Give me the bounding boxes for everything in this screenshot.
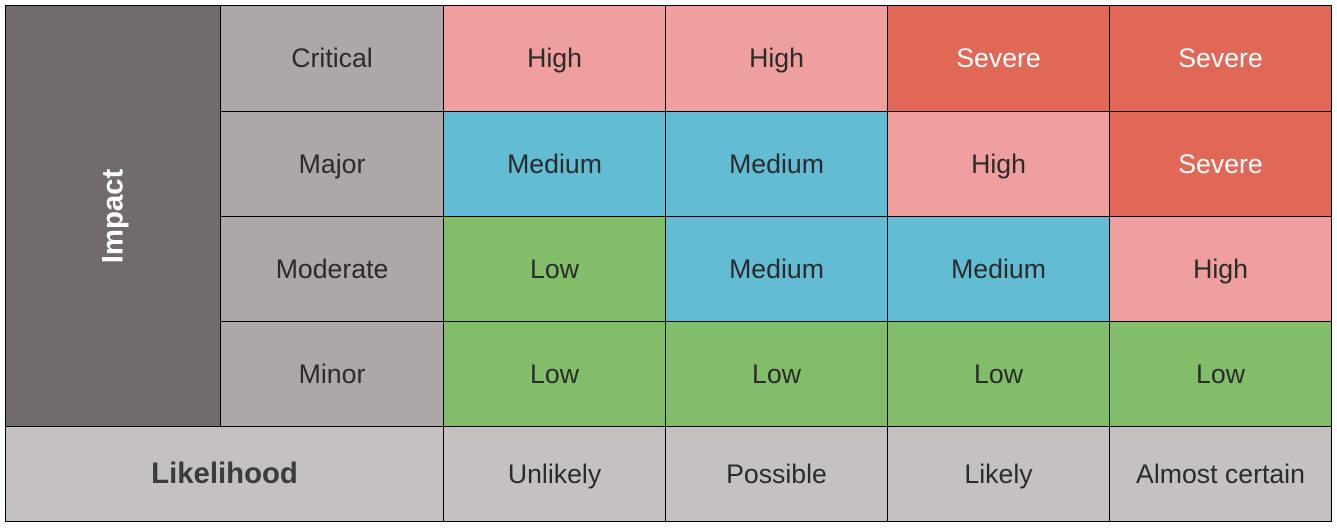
impact-row-moderate: Moderate Low Medium Medium High (221, 216, 1331, 321)
impact-row-minor: Minor Low Low Low Low (221, 321, 1331, 426)
likelihood-axis-row: Likelihood Unlikely Possible Likely Almo… (6, 426, 1331, 521)
likelihood-label-almostcertain: Almost certain (1109, 427, 1331, 521)
likelihood-label-possible: Possible (665, 427, 887, 521)
risk-cell-moderate-likely: Medium (887, 217, 1109, 321)
risk-cell-minor-possible: Low (665, 322, 887, 426)
risk-cell-major-unlikely: Medium (444, 112, 665, 216)
likelihood-label-likely: Likely (887, 427, 1109, 521)
risk-cell-major-likely: High (887, 112, 1109, 216)
risk-cell-moderate-possible: Medium (665, 217, 887, 321)
risk-cell-critical-almostcertain: Severe (1109, 6, 1331, 111)
risk-matrix: Impact Critical High High Severe Severe … (5, 5, 1332, 522)
risk-cell-critical-likely: Severe (887, 6, 1109, 111)
impact-row-critical: Critical High High Severe Severe (221, 6, 1331, 111)
impact-label-critical: Critical (221, 6, 444, 111)
impact-label-minor: Minor (221, 322, 444, 426)
impact-label-moderate: Moderate (221, 217, 444, 321)
impact-axis-title-cell: Impact (6, 6, 221, 426)
impact-label-major: Major (221, 112, 444, 216)
risk-cell-major-possible: Medium (665, 112, 887, 216)
risk-cell-minor-almostcertain: Low (1109, 322, 1331, 426)
matrix-body-row: Impact Critical High High Severe Severe … (6, 6, 1331, 426)
risk-cell-moderate-almostcertain: High (1109, 217, 1331, 321)
risk-cell-minor-likely: Low (887, 322, 1109, 426)
risk-cell-critical-unlikely: High (444, 6, 665, 111)
risk-cell-moderate-unlikely: Low (444, 217, 665, 321)
likelihood-axis-title: Likelihood (6, 427, 444, 521)
risk-cell-minor-unlikely: Low (444, 322, 665, 426)
likelihood-label-unlikely: Unlikely (444, 427, 665, 521)
impact-rows-container: Critical High High Severe Severe Major M… (221, 6, 1331, 426)
impact-axis-title: Impact (96, 169, 130, 264)
impact-row-major: Major Medium Medium High Severe (221, 111, 1331, 216)
risk-cell-critical-possible: High (665, 6, 887, 111)
risk-cell-major-almostcertain: Severe (1109, 112, 1331, 216)
